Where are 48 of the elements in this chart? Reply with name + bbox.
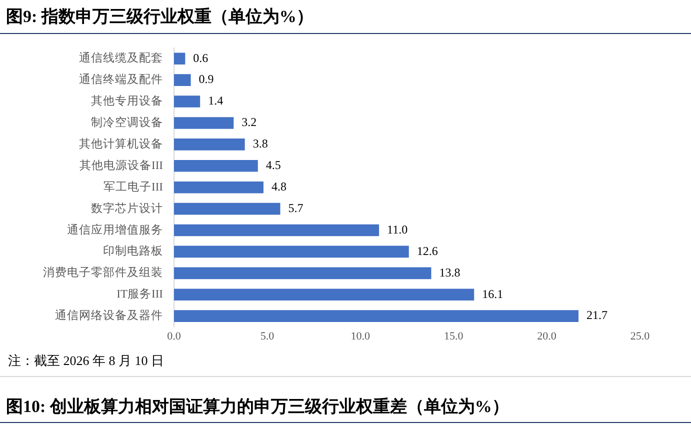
data-label: 4.5 — [266, 158, 281, 172]
x-tick-label: 15.0 — [444, 330, 464, 342]
y-tick-label: 制冷空调设备 — [91, 115, 163, 130]
x-tick-label: 5.0 — [260, 330, 275, 342]
data-label: 3.2 — [242, 115, 257, 130]
y-tick-label: 消费电子零部件及组装 — [43, 265, 163, 280]
bar — [174, 181, 264, 194]
bar — [174, 224, 380, 236]
y-tick-label: 其他计算机设备 — [79, 137, 163, 150]
bar — [174, 138, 245, 150]
y-tick-label: 印制电路板 — [103, 244, 163, 258]
data-label: 11.0 — [387, 222, 408, 236]
y-tick-label: 通信线缆及配套 — [79, 52, 163, 65]
bar — [174, 117, 234, 129]
y-tick-label: 军工电子III — [104, 180, 164, 194]
data-label: 3.8 — [252, 136, 268, 151]
bar — [174, 160, 258, 172]
data-label: 13.8 — [439, 265, 460, 280]
y-tick-label: 通信终端及配件 — [79, 73, 163, 86]
bar — [174, 96, 200, 108]
bar — [174, 74, 191, 86]
data-label: 4.8 — [271, 180, 286, 194]
y-tick-label: 其他专用设备 — [91, 94, 163, 108]
y-tick-label: IT服务III — [116, 288, 164, 301]
y-tick-label: 其他电源设备III — [80, 158, 164, 172]
data-label: 21.7 — [586, 308, 608, 322]
bar — [174, 310, 578, 322]
bar — [174, 288, 474, 301]
x-tick-label: 0.0 — [167, 330, 182, 342]
y-tick-label: 通信网络设备及器件 — [55, 309, 163, 322]
data-label: 12.6 — [416, 244, 438, 258]
data-label: 1.4 — [208, 94, 224, 108]
x-tick-label: 20.0 — [537, 330, 557, 342]
x-tick-label: 10.0 — [350, 330, 371, 342]
data-label: 0.6 — [193, 50, 208, 65]
bar — [174, 267, 432, 280]
data-label: 0.9 — [198, 72, 214, 86]
x-tick-label: 25.0 — [630, 330, 650, 342]
y-tick-label: 通信应用增值服务 — [67, 222, 163, 236]
bar — [174, 202, 280, 215]
data-label: 5.7 — [288, 200, 304, 215]
bar — [174, 52, 186, 65]
data-label: 16.1 — [482, 286, 504, 301]
y-tick-label: 数字芯片设计 — [91, 200, 163, 215]
caption: 图10: 创业板算力相对国证算力的申万三级行业权重差（单位为%） — [0, 395, 691, 423]
chart-title: 图9: 指数申万三级行业权重（单位为%） — [0, 0, 691, 34]
bar — [174, 246, 409, 258]
text: 注：截至 2026 年 8 月 10 日 — [0, 352, 691, 377]
